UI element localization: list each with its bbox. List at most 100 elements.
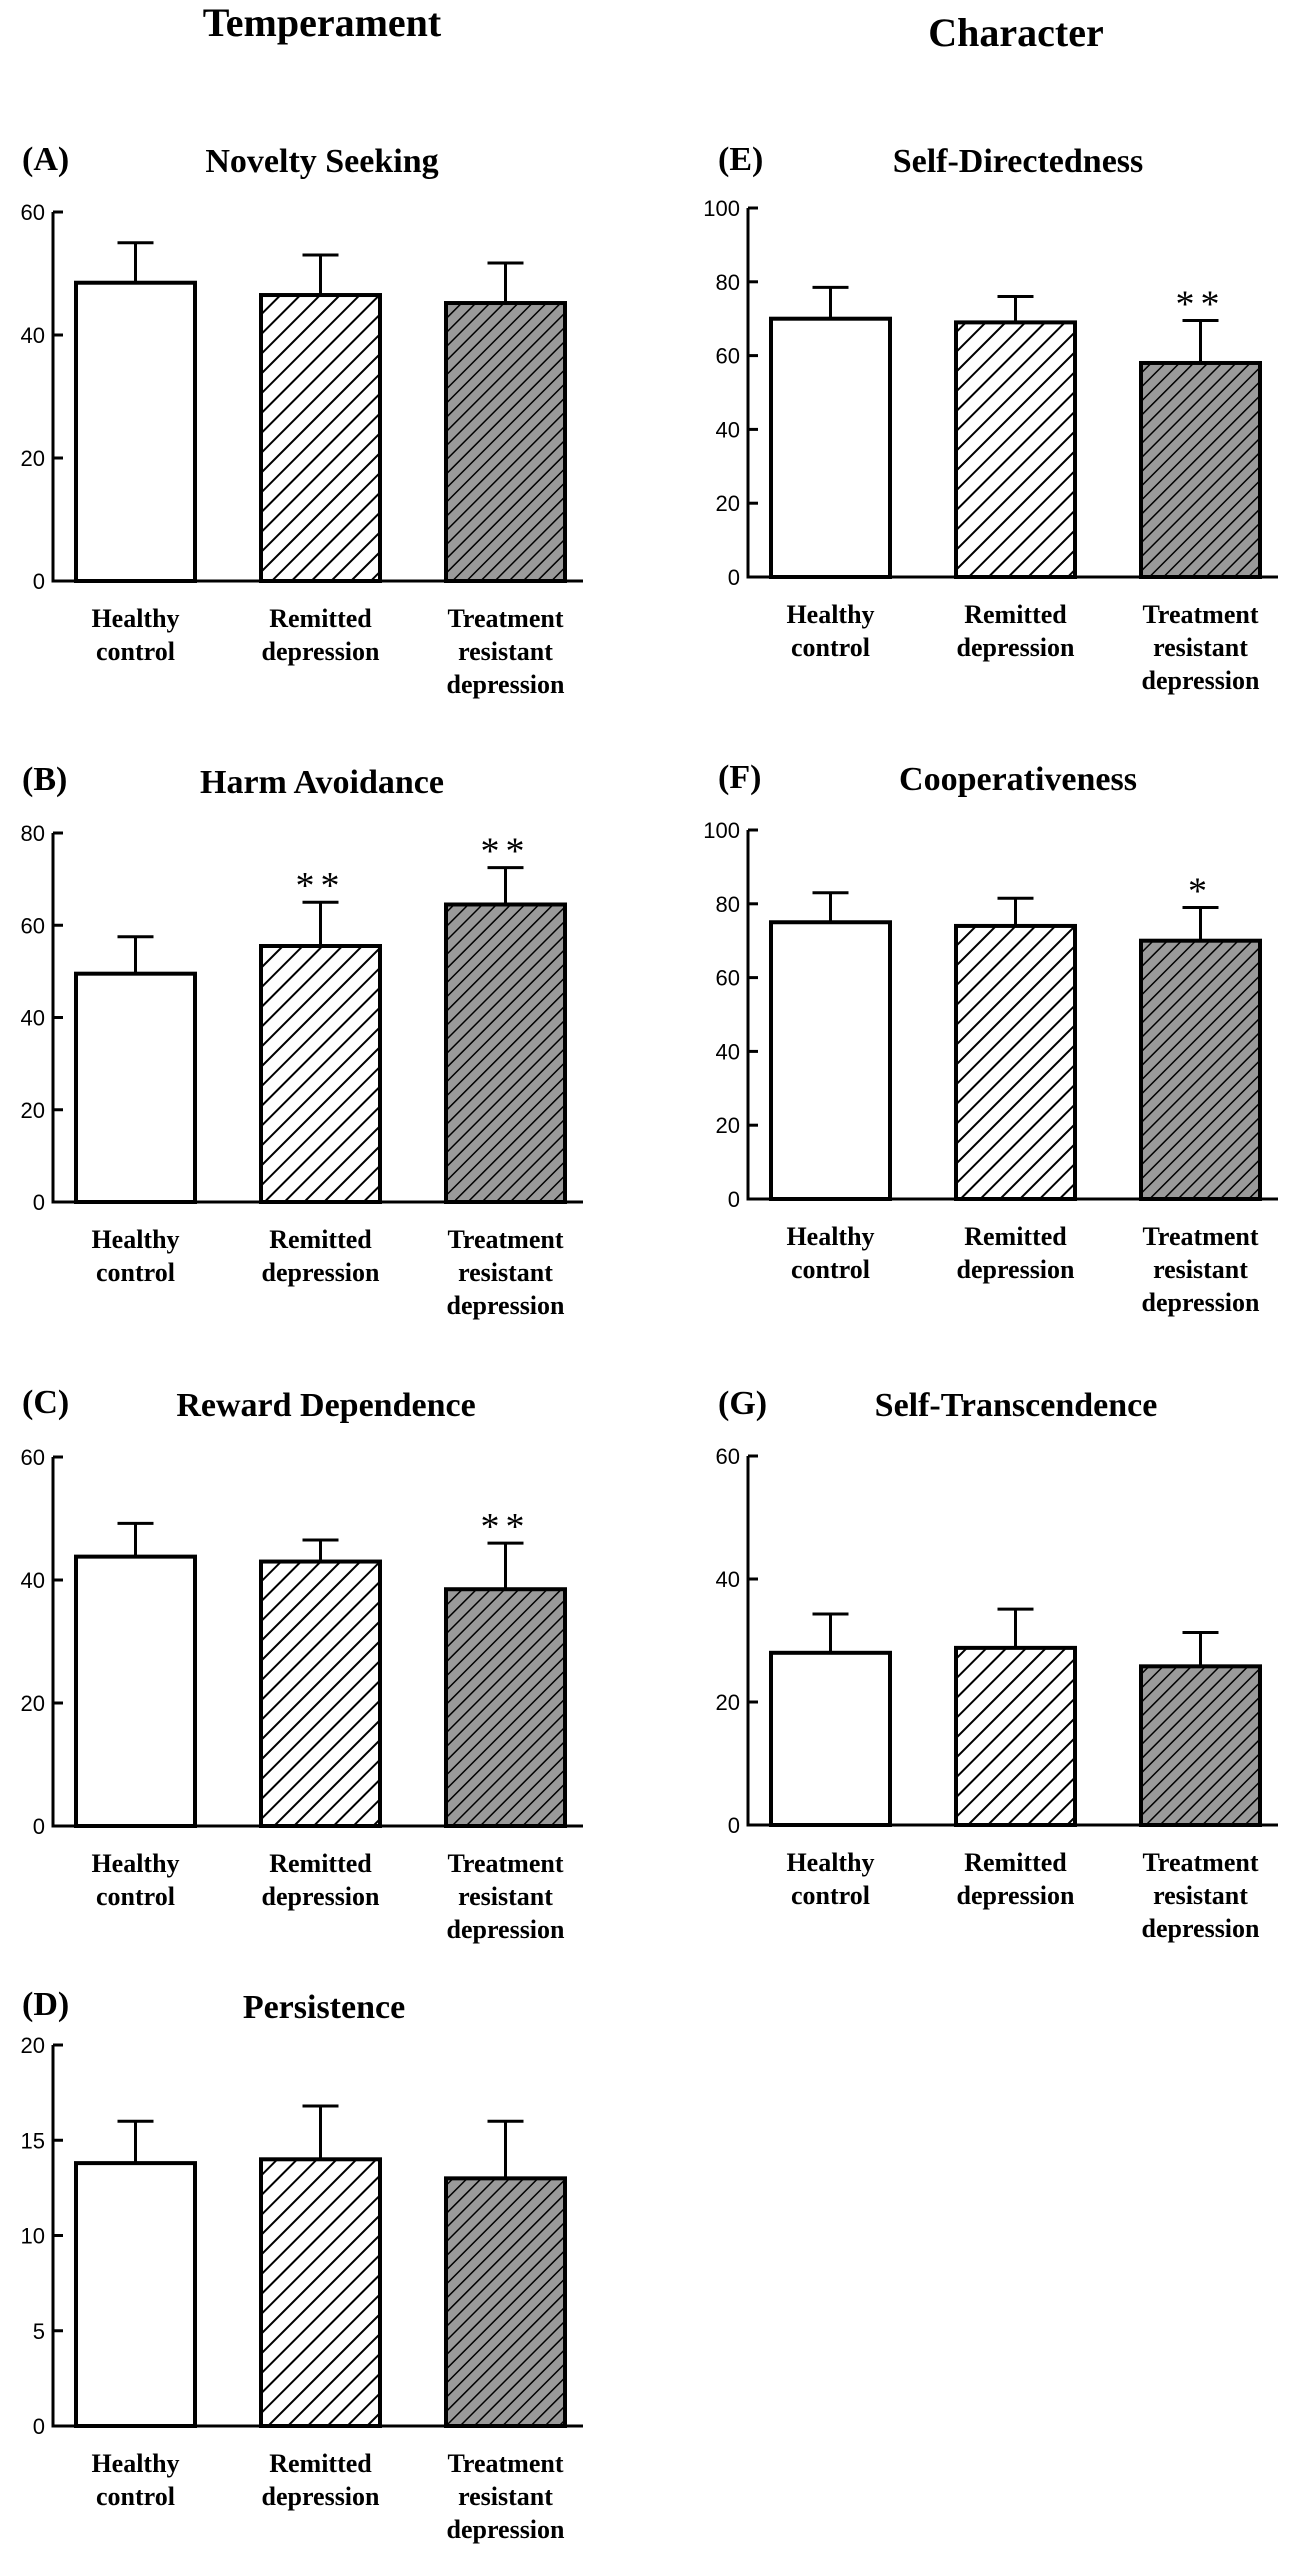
category-label: Healthy: [91, 1225, 179, 1254]
category-label: depression: [447, 670, 566, 699]
category-label: resistant: [1153, 1255, 1248, 1284]
y-tick-label: 0: [33, 569, 45, 594]
category-label: resistant: [458, 1882, 553, 1911]
category-label: depression: [1142, 1288, 1261, 1317]
bar-remitted-depression: [954, 923, 1077, 1201]
y-tick-label: 20: [716, 1113, 740, 1138]
y-tick-label: 40: [21, 1568, 45, 1593]
panel-title: Harm Avoidance: [200, 764, 444, 801]
category-label: depression: [447, 1291, 566, 1320]
bar-treatment-resistant-depression: [444, 902, 567, 1205]
category-label: resistant: [1153, 633, 1248, 662]
bar-remitted-depression: [954, 1645, 1077, 1827]
panel-a: (A) Novelty Seeking 0 20 40 60 Healthy control R…: [21, 141, 583, 699]
bar-healthy-control: [769, 316, 892, 579]
bar-remitted-depression: [259, 1559, 382, 1829]
category-label: Remitted: [269, 2449, 372, 2478]
category-label: Healthy: [91, 604, 179, 633]
category-label: depression: [447, 1915, 566, 1944]
y-tick-label: 0: [33, 2414, 45, 2439]
y-tick-label: 60: [21, 913, 45, 938]
category-label: Remitted: [269, 1225, 372, 1254]
y-tick-label: 100: [703, 196, 740, 221]
category-label: Treatment: [448, 1849, 564, 1878]
bar-healthy-control: [769, 920, 892, 1201]
panel-label: (F): [718, 759, 761, 796]
category-label: depression: [1142, 1914, 1261, 1943]
category-label: resistant: [458, 1258, 553, 1287]
y-tick-label: 40: [716, 417, 740, 442]
character-heading: Character: [928, 10, 1103, 55]
bar-treatment-resistant-depression: [1139, 360, 1262, 580]
y-tick-label: 40: [21, 1006, 45, 1031]
y-tick-label: 80: [716, 892, 740, 917]
category-label: depression: [957, 1255, 1076, 1284]
category-label: depression: [262, 1258, 381, 1287]
category-label: Healthy: [786, 1848, 874, 1877]
significance-marker: **: [1176, 284, 1226, 326]
y-tick-label: 20: [21, 1098, 45, 1123]
panel-label: (A): [22, 141, 69, 178]
bar-remitted-depression: [259, 2157, 382, 2429]
category-label: control: [96, 2482, 175, 2511]
panel-g: (G) Self-Transcendence 0 20 40 60 Healthy contr…: [716, 1385, 1278, 1943]
bar-healthy-control: [74, 1554, 197, 1828]
y-tick-label: 60: [21, 200, 45, 225]
y-tick-label: 60: [21, 1445, 45, 1470]
category-label: Treatment: [448, 2449, 564, 2478]
bar-healthy-control: [74, 280, 197, 583]
category-label: Healthy: [786, 600, 874, 629]
temperament-heading: Temperament: [203, 0, 442, 45]
y-tick-label: 20: [716, 1690, 740, 1715]
panel-e: (E) Self-Directedness 0 20 40 60 80 100 Healthy c…: [703, 141, 1278, 695]
panel-label: (B): [22, 761, 67, 798]
panel-f: (F) Cooperativeness 0 20 40 60 80 100 Healthy con…: [703, 759, 1278, 1317]
category-label: depression: [1142, 666, 1261, 695]
bar-remitted-depression: [954, 320, 1077, 580]
panel-title: Self-Transcendence: [875, 1387, 1158, 1424]
y-tick-label: 20: [21, 446, 45, 471]
category-label: Treatment: [1143, 600, 1259, 629]
bar-treatment-resistant-depression: [1139, 1664, 1262, 1827]
y-tick-label: 0: [728, 565, 740, 590]
panel-label: (D): [22, 1986, 69, 2023]
y-tick-label: 60: [716, 1444, 740, 1469]
category-label: resistant: [1153, 1881, 1248, 1910]
category-label: resistant: [458, 637, 553, 666]
category-label: depression: [447, 2515, 566, 2544]
y-tick-label: 20: [21, 2033, 45, 2058]
category-label: Healthy: [91, 1849, 179, 1878]
category-label: control: [791, 633, 870, 662]
category-label: Healthy: [786, 1222, 874, 1251]
category-label: Remitted: [269, 604, 372, 633]
category-label: control: [96, 1882, 175, 1911]
bar-healthy-control: [769, 1650, 892, 1828]
y-tick-label: 60: [716, 344, 740, 369]
y-tick-label: 40: [716, 1567, 740, 1592]
panel-title: Persistence: [243, 1989, 405, 2026]
category-label: control: [96, 637, 175, 666]
bar-remitted-depression: [259, 944, 382, 1204]
y-tick-label: 20: [21, 1691, 45, 1716]
panel-title: Self-Directedness: [893, 143, 1144, 180]
significance-marker: **: [481, 831, 531, 873]
panel-title: Cooperativeness: [899, 761, 1137, 798]
category-label: Treatment: [448, 604, 564, 633]
category-label: control: [791, 1881, 870, 1910]
category-label: depression: [262, 1882, 381, 1911]
category-label: Remitted: [964, 1848, 1067, 1877]
significance-marker: **: [481, 1506, 531, 1548]
y-tick-label: 40: [21, 323, 45, 348]
panel-d: (D) Persistence 0 5 10 15 20 Healthy control Remi…: [21, 1986, 583, 2544]
bar-treatment-resistant-depression: [444, 2176, 567, 2429]
y-tick-label: 0: [33, 1814, 45, 1839]
category-label: Remitted: [964, 600, 1067, 629]
bar-remitted-depression: [259, 293, 382, 583]
y-tick-label: 10: [21, 2224, 45, 2249]
y-tick-label: 5: [33, 2319, 45, 2344]
panel-b: (B) Harm Avoidance 0 20 40 60 80 Healthy control…: [21, 761, 583, 1320]
y-tick-label: 80: [21, 821, 45, 846]
category-label: resistant: [458, 2482, 553, 2511]
y-tick-label: 0: [728, 1187, 740, 1212]
panel-title: Reward Dependence: [176, 1387, 475, 1424]
